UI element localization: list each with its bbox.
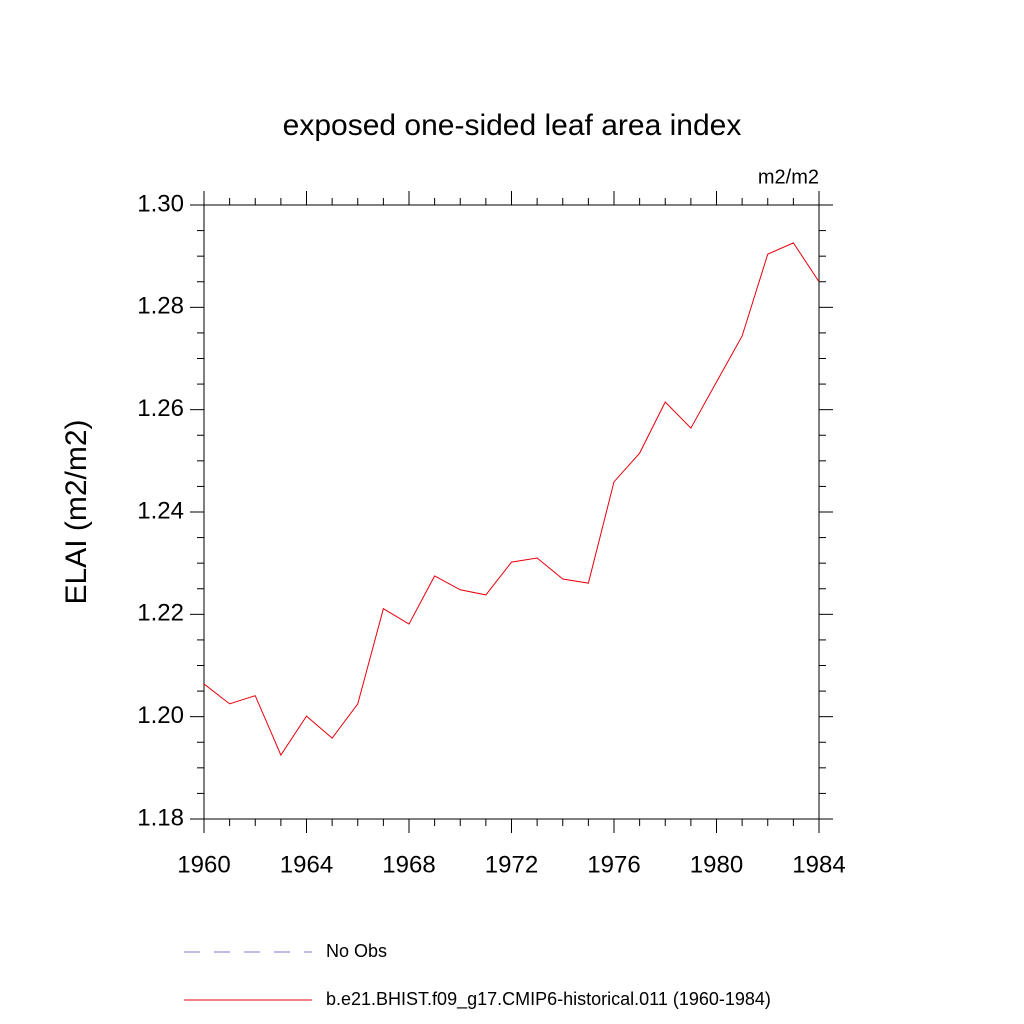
y-tick-label: 1.20 — [137, 702, 184, 729]
y-axis-label: ELAI (m2/m2) — [60, 419, 93, 604]
data-line — [203, 242, 820, 757]
plot-frame — [203, 204, 820, 820]
y-tick-label: 1.28 — [137, 293, 184, 320]
units-label: m2/m2 — [758, 166, 819, 188]
x-tick-label: 1984 — [792, 851, 845, 878]
y-tick-label: 1.24 — [137, 497, 184, 524]
chart-title: exposed one-sided leaf area index — [283, 109, 742, 142]
x-tick-label: 1964 — [280, 851, 333, 878]
y-tick-label: 1.18 — [137, 804, 184, 831]
legend-label: No Obs — [326, 941, 387, 961]
y-tick-label: 1.30 — [137, 190, 184, 217]
y-tick-label: 1.26 — [137, 395, 184, 422]
x-tick-label: 1968 — [382, 851, 435, 878]
x-tick-label: 1976 — [587, 851, 640, 878]
legend-label: b.e21.BHIST.f09_g17.CMIP6-historical.011… — [326, 989, 771, 1010]
y-tick-label: 1.22 — [137, 600, 184, 627]
x-tick-label: 1980 — [690, 851, 743, 878]
x-tick-label: 1960 — [177, 851, 230, 878]
x-tick-label: 1972 — [485, 851, 538, 878]
